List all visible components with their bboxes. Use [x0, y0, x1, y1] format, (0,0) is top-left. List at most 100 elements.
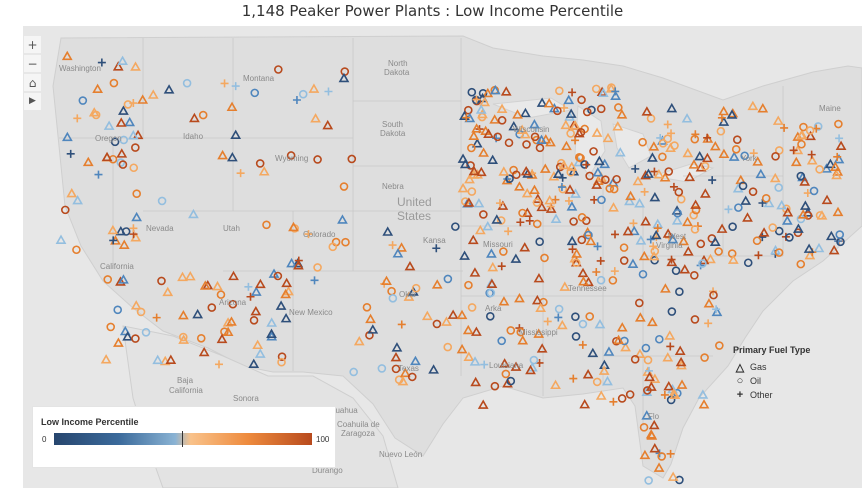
gas-plant-marker[interactable] [646, 316, 658, 327]
gas-plant-marker[interactable] [496, 103, 508, 113]
other-plant-marker[interactable] [504, 227, 513, 236]
other-plant-marker[interactable] [525, 216, 534, 225]
other-plant-marker[interactable] [292, 96, 301, 105]
oil-plant-marker[interactable] [638, 269, 648, 279]
gas-plant-marker[interactable] [61, 50, 73, 61]
gas-plant-marker[interactable] [66, 187, 78, 198]
gas-plant-marker[interactable] [499, 358, 511, 368]
gas-plant-marker[interactable] [610, 90, 621, 100]
other-plant-marker[interactable] [593, 242, 602, 251]
gas-plant-marker[interactable] [293, 260, 304, 270]
oil-plant-marker[interactable] [630, 354, 640, 364]
oil-plant-marker[interactable] [638, 137, 647, 147]
oil-plant-marker[interactable] [774, 248, 784, 257]
gas-plant-marker[interactable] [592, 167, 604, 177]
gas-plant-marker[interactable] [116, 148, 128, 158]
oil-plant-marker[interactable] [676, 194, 686, 204]
gas-plant-marker[interactable] [118, 239, 130, 249]
other-plant-marker[interactable] [712, 305, 721, 314]
gas-plant-marker[interactable] [529, 118, 540, 129]
oil-plant-marker[interactable] [78, 96, 88, 105]
gas-plant-marker[interactable] [521, 187, 533, 198]
gas-plant-marker[interactable] [531, 294, 543, 305]
gas-plant-marker[interactable] [212, 280, 223, 291]
gas-plant-marker[interactable] [130, 300, 142, 310]
gas-plant-marker[interactable] [632, 175, 644, 186]
gas-plant-marker[interactable] [558, 159, 570, 170]
other-plant-marker[interactable] [666, 342, 675, 351]
oil-plant-marker[interactable] [497, 336, 506, 346]
oil-plant-marker[interactable] [700, 161, 710, 171]
oil-plant-marker[interactable] [674, 187, 684, 197]
gas-plant-marker[interactable] [757, 103, 769, 113]
other-plant-marker[interactable] [754, 251, 763, 260]
oil-plant-marker[interactable] [388, 293, 398, 303]
gas-plant-marker[interactable] [561, 140, 572, 151]
gas-plant-marker[interactable] [769, 172, 781, 183]
oil-plant-marker[interactable] [675, 287, 684, 297]
gas-plant-marker[interactable] [718, 105, 730, 116]
oil-plant-marker[interactable] [486, 288, 496, 298]
oil-plant-marker[interactable] [577, 235, 587, 245]
gas-plant-marker[interactable] [690, 199, 701, 209]
gas-plant-marker[interactable] [497, 200, 509, 210]
gas-plant-marker[interactable] [266, 317, 278, 327]
oil-plant-marker[interactable] [673, 208, 682, 218]
other-plant-marker[interactable] [462, 113, 471, 122]
gas-plant-marker[interactable] [548, 171, 560, 181]
gas-plant-marker[interactable] [666, 102, 678, 113]
gas-plant-marker[interactable] [101, 151, 113, 162]
gas-plant-marker[interactable] [695, 162, 707, 172]
gas-plant-marker[interactable] [113, 337, 124, 347]
other-plant-marker[interactable] [551, 195, 560, 204]
gas-plant-marker[interactable] [72, 194, 84, 205]
gas-plant-marker[interactable] [830, 161, 841, 171]
gas-plant-marker[interactable] [124, 116, 136, 127]
oil-plant-marker[interactable] [553, 106, 562, 116]
gas-plant-marker[interactable] [456, 343, 468, 354]
gas-plant-marker[interactable] [666, 256, 678, 267]
plant-markers[interactable] [55, 50, 847, 485]
oil-plant-marker[interactable] [106, 322, 116, 332]
oil-plant-marker[interactable] [619, 243, 629, 252]
gas-plant-marker[interactable] [641, 106, 653, 116]
other-plant-marker[interactable] [220, 79, 229, 88]
oil-plant-marker[interactable] [690, 270, 699, 280]
gas-plant-marker[interactable] [478, 147, 489, 157]
oil-plant-marker[interactable] [577, 95, 586, 105]
gas-plant-marker[interactable] [61, 131, 73, 142]
oil-plant-marker[interactable] [493, 132, 502, 142]
gas-plant-marker[interactable] [381, 275, 392, 286]
gas-plant-marker[interactable] [634, 348, 646, 359]
oil-plant-marker[interactable] [113, 305, 123, 315]
gas-plant-marker[interactable] [479, 96, 491, 107]
oil-plant-marker[interactable] [505, 174, 514, 183]
gas-plant-marker[interactable] [266, 331, 278, 341]
gas-plant-marker[interactable] [634, 312, 646, 322]
gas-plant-marker[interactable] [644, 371, 655, 382]
gas-plant-marker[interactable] [226, 316, 237, 326]
other-plant-marker[interactable] [568, 88, 577, 97]
oil-plant-marker[interactable] [132, 189, 141, 199]
oil-plant-marker[interactable] [277, 357, 286, 367]
oil-plant-marker[interactable] [273, 271, 283, 281]
gas-plant-marker[interactable] [550, 379, 561, 390]
oil-plant-marker[interactable] [799, 122, 808, 132]
gas-plant-marker[interactable] [602, 375, 613, 386]
other-plant-marker[interactable] [592, 267, 601, 276]
gas-plant-marker[interactable] [669, 389, 681, 399]
oil-plant-marker[interactable] [597, 195, 606, 205]
other-plant-marker[interactable] [669, 182, 678, 191]
gas-plant-marker[interactable] [536, 343, 548, 353]
gas-plant-marker[interactable] [459, 250, 470, 260]
oil-plant-marker[interactable] [584, 230, 593, 240]
gas-plant-marker[interactable] [821, 163, 832, 173]
gas-plant-marker[interactable] [640, 216, 652, 226]
oil-plant-marker[interactable] [748, 187, 758, 196]
oil-plant-marker[interactable] [136, 307, 146, 317]
gas-plant-marker[interactable] [628, 225, 640, 236]
oil-plant-marker[interactable] [119, 135, 129, 145]
oil-plant-marker[interactable] [274, 65, 283, 74]
gas-plant-marker[interactable] [740, 195, 752, 205]
gas-plant-marker[interactable] [716, 223, 728, 233]
